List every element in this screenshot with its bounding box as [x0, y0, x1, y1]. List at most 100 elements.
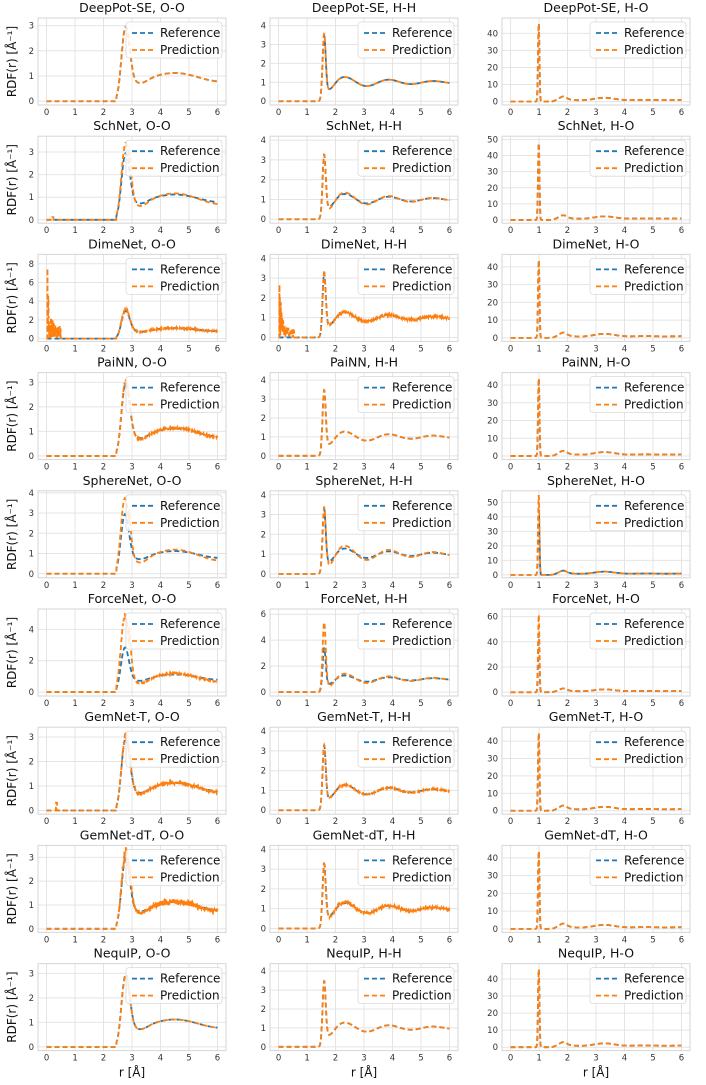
x-tick-label: 4 — [622, 817, 627, 827]
legend: Reference Prediction — [125, 967, 223, 1004]
y-tick-label: 8 — [29, 260, 34, 270]
x-tick-label: 4 — [390, 935, 395, 945]
y-tick-label: 2 — [29, 171, 34, 181]
y-tick-label: 2 — [29, 403, 34, 413]
x-tick-label: 1 — [304, 226, 309, 236]
x-tick-label: 2 — [101, 108, 106, 118]
y-tick-label: 4 — [261, 376, 266, 386]
subplot-16: ForceNet, H-H 0 1 2 3 4 5 6 0 2 4 6 Reference Predict… — [261, 591, 459, 709]
legend-box — [125, 849, 223, 886]
x-tick-label: 0 — [508, 463, 513, 473]
y-tick-label: 3 — [261, 156, 266, 166]
y-tick-label: 20 — [487, 1009, 498, 1019]
subplot-26: NequIP, H-O 0 1 2 3 4 5 6 0 10 20 30 40 Reference Pred… — [487, 946, 691, 1080]
x-tick-label: 1 — [72, 226, 77, 236]
subplot-title: SphereNet, H-O — [547, 473, 645, 488]
x-tick-label: 0 — [508, 935, 513, 945]
legend: Reference Prediction — [589, 139, 687, 177]
x-tick-label: 4 — [622, 108, 627, 118]
prediction-series-line — [510, 259, 682, 339]
axes-frame — [501, 726, 691, 815]
legend-reference-label: Reference — [160, 381, 220, 395]
x-tick-label: 2 — [565, 108, 570, 118]
x-tick-label: 5 — [186, 108, 191, 118]
subplot-7: DimeNet, H-H 0 1 2 3 4 5 6 0 1 2 3 4 Reference Predict… — [261, 236, 459, 354]
x-tick-label: 3 — [129, 817, 134, 827]
x-tick-label: 0 — [276, 108, 281, 118]
x-tick-label: 4 — [622, 344, 627, 354]
subplot-title: SchNet, H-O — [558, 118, 635, 133]
y-axis-label: RDF(r) [Å⁻¹] — [4, 262, 19, 333]
y-tick-label: 10 — [487, 200, 498, 210]
x-tick-label: 1 — [536, 935, 541, 945]
x-tick-label: 0 — [44, 344, 49, 354]
y-tick-label: 0 — [261, 1043, 266, 1053]
x-tick-label: 4 — [390, 581, 395, 591]
x-axis-label: r [Å] — [119, 1065, 145, 1080]
legend-prediction-label: Prediction — [160, 279, 220, 293]
y-tick-label: 10 — [487, 81, 498, 91]
legend-box — [589, 849, 687, 886]
y-tick-label: 0 — [29, 807, 34, 817]
legend: Reference Prediction — [125, 21, 223, 59]
legend-box — [125, 612, 223, 650]
y-axis-label: RDF(r) [Å⁻¹] — [4, 617, 19, 688]
x-tick-label: 4 — [622, 1054, 627, 1064]
y-tick-label: 2 — [261, 662, 266, 672]
subplot-title: SphereNet, H-H — [315, 473, 412, 488]
y-tick-label: 2 — [29, 529, 34, 539]
x-tick-label: 6 — [215, 344, 220, 354]
legend-prediction-label: Prediction — [160, 634, 220, 648]
x-tick-label: 5 — [418, 817, 423, 827]
axes-frame — [37, 490, 227, 579]
subplot-3: SchNet, O-O 0 1 2 3 4 5 6 0 1 2 3 Reference Predictio… — [4, 118, 227, 236]
y-tick-label: 0 — [493, 452, 498, 462]
y-tick-label: 0 — [493, 571, 498, 581]
subplot-6: DimeNet, O-O 0 1 2 3 4 5 6 0 2 4 6 8 Reference Predict… — [4, 236, 227, 354]
y-tick-label: 1 — [29, 550, 34, 560]
x-tick-label: 4 — [622, 463, 627, 473]
legend-prediction-label: Prediction — [160, 161, 220, 175]
y-tick-label: 30 — [487, 755, 498, 765]
legend-box — [589, 967, 687, 1004]
y-tick-label: 0 — [29, 925, 34, 935]
axes-frame — [501, 372, 691, 461]
prediction-series-line — [46, 846, 219, 930]
y-tick-label: 3 — [29, 853, 34, 863]
subplot-19: GemNet-T, H-H 0 1 2 3 4 5 6 0 1 2 3 4 Reference Predic… — [261, 709, 459, 827]
legend-box — [589, 730, 687, 768]
subplot-title: NequIP, H-H — [326, 946, 401, 961]
legend-prediction-label: Prediction — [160, 516, 220, 530]
x-tick-label: 6 — [215, 581, 220, 591]
x-tick-label: 1 — [536, 817, 541, 827]
axes-frame — [37, 253, 227, 342]
y-tick-label: 40 — [487, 854, 498, 864]
x-tick-label: 3 — [129, 699, 134, 709]
x-tick-label: 0 — [508, 817, 513, 827]
x-tick-label: 3 — [129, 463, 134, 473]
prediction-series-line — [278, 862, 451, 930]
subplot-4: SchNet, H-H 0 1 2 3 4 5 6 0 1 2 3 4 Reference Predicti… — [261, 118, 459, 236]
prediction-series-line — [278, 32, 450, 103]
y-tick-label: 40 — [487, 638, 498, 648]
legend-prediction-label: Prediction — [624, 634, 684, 648]
x-tick-label: 5 — [418, 226, 423, 236]
legend: Reference Prediction — [589, 494, 687, 532]
legend-box — [125, 967, 223, 1004]
x-tick-label: 6 — [679, 344, 684, 354]
y-tick-label: 2 — [29, 994, 34, 1004]
prediction-series-line — [278, 388, 450, 457]
prediction-series-line — [46, 497, 218, 575]
axes-frame — [501, 17, 691, 106]
legend-prediction-label: Prediction — [160, 398, 220, 412]
legend: Reference Prediction — [357, 257, 455, 295]
subplot-title: DimeNet, H-O — [553, 236, 640, 251]
x-tick-label: 5 — [186, 463, 191, 473]
x-tick-label: 3 — [593, 344, 598, 354]
axes-frame — [37, 17, 227, 106]
y-tick-label: 2 — [261, 767, 266, 777]
x-tick-label: 2 — [565, 817, 570, 827]
x-tick-label: 1 — [304, 581, 309, 591]
subplot-title: SchNet, H-H — [326, 118, 402, 133]
